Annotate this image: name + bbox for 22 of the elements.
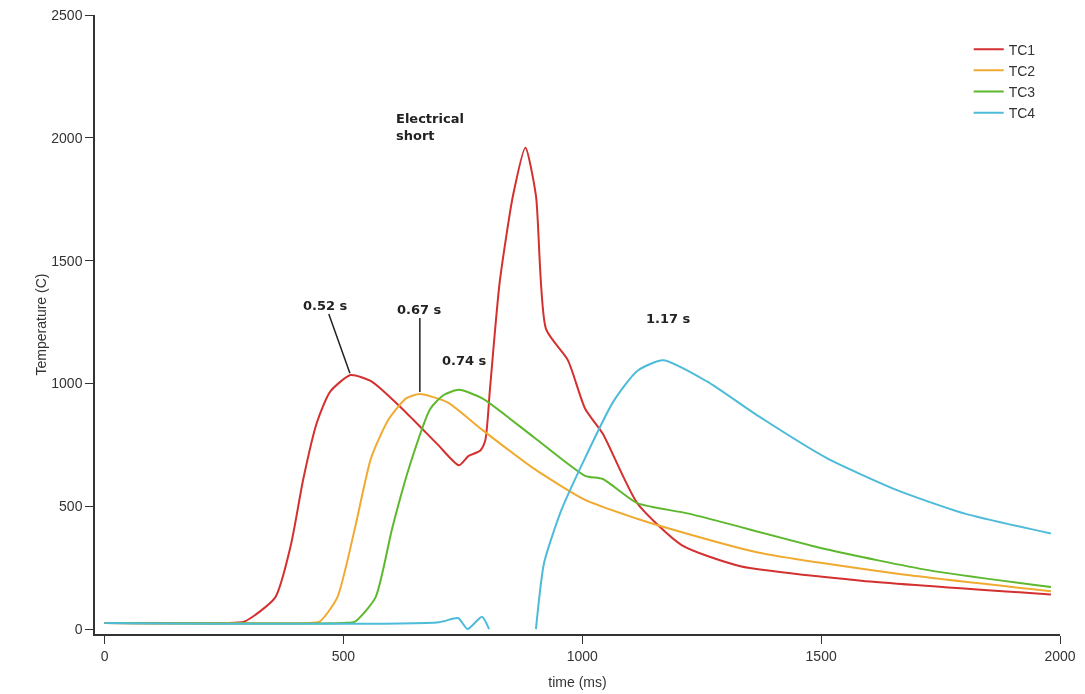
y-tick-label: 2000: [51, 129, 83, 146]
y-axis-title: Temperature (C): [33, 273, 50, 376]
x-tick-label: 1000: [566, 647, 599, 664]
legend-label: TC1: [1008, 41, 1036, 58]
annotation: 1.17 s: [646, 311, 691, 326]
y-tick-label: 0: [74, 620, 83, 637]
legend-label: TC4: [1008, 105, 1036, 122]
annotation: 0.52 s: [303, 298, 348, 313]
legend-label: TC3: [1008, 84, 1036, 101]
annotation: 0.67 s: [397, 302, 442, 317]
y-tick-label: 2500: [51, 6, 83, 23]
x-tick-label: 2000: [1044, 647, 1076, 664]
y-tick-label: 1000: [51, 375, 83, 392]
y-tick-label: 500: [59, 498, 83, 515]
x-axis-title: time (ms): [548, 673, 607, 690]
x-tick-label: 1500: [805, 647, 837, 664]
annotation: Electrical short: [396, 111, 464, 143]
y-tick-label: 1500: [51, 252, 83, 269]
legend-label: TC2: [1008, 62, 1036, 79]
x-tick-label: 500: [331, 647, 356, 664]
x-tick-label: 0: [100, 647, 109, 664]
annotation: 0.74 s: [442, 353, 487, 368]
